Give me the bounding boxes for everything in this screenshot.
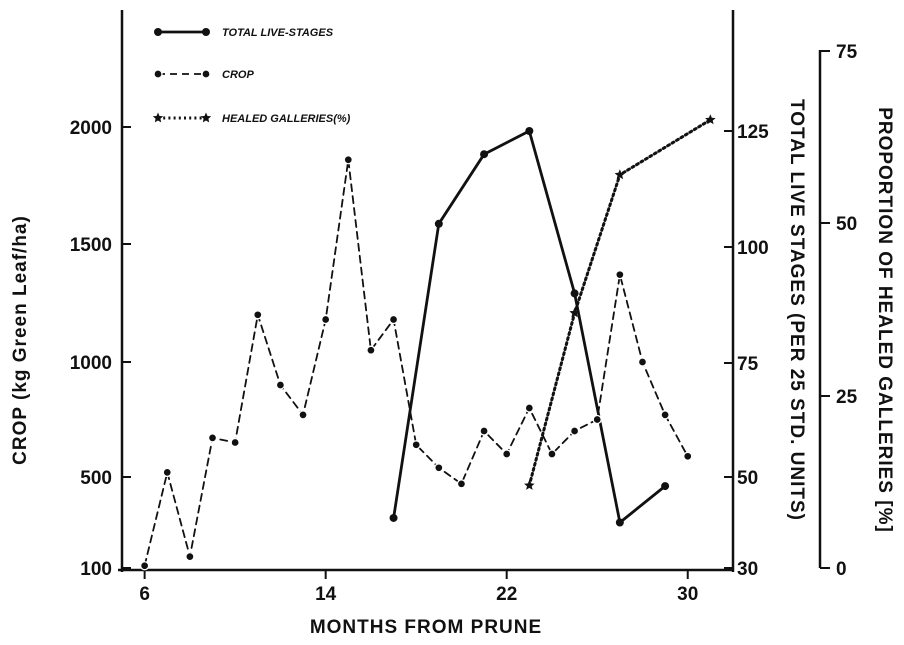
- data-point-live: [615, 518, 624, 527]
- data-point-crop: [524, 403, 534, 413]
- legend-swatch-marker: [200, 112, 212, 123]
- x-axis-title: MONTHS FROM PRUNE: [310, 617, 542, 638]
- data-point-crop: [298, 410, 308, 420]
- live-tick-label: 50: [737, 468, 758, 489]
- healed-tick-label: 0: [836, 559, 847, 580]
- live-tick-label: 30: [737, 559, 758, 580]
- data-point-crop: [207, 433, 218, 443]
- data-point-crop: [592, 414, 602, 425]
- series-line-healed: [527, 118, 712, 487]
- data-point-live: [525, 127, 534, 135]
- series-line-live: [392, 129, 667, 524]
- data-point-live: [661, 482, 670, 491]
- data-point-crop: [479, 426, 489, 436]
- crop-tick-label: 500: [80, 468, 112, 489]
- data-point-healed: [614, 169, 626, 180]
- data-point-crop: [683, 451, 693, 461]
- data-point-crop: [230, 437, 240, 448]
- data-point-healed: [524, 479, 535, 490]
- healed-tick-label: 25: [836, 387, 858, 408]
- crop-tick-label: 1500: [70, 235, 112, 256]
- data-point-crop: [162, 467, 172, 478]
- legend-swatch-marker: [154, 28, 162, 36]
- x-tick-label: 14: [315, 584, 337, 605]
- data-point-crop: [411, 440, 421, 450]
- series-layer: [139, 114, 716, 571]
- data-point-healed: [705, 114, 716, 125]
- data-point-crop: [388, 314, 399, 325]
- legend-label-crop: CROP: [222, 69, 254, 81]
- data-point-crop: [569, 426, 580, 436]
- live-tick-label: 75: [737, 354, 759, 375]
- legend-swatch-marker: [202, 28, 210, 36]
- ticks: 6 14 22 30 100 500 1000 1500 2000 30 50 75 100 125 0 25…: [70, 42, 858, 605]
- live-tick-label: 125: [737, 122, 769, 143]
- data-point-live: [570, 289, 579, 298]
- crop-tick-label: 2000: [70, 118, 112, 139]
- x-tick-label: 30: [677, 584, 698, 605]
- legend: TOTAL LIVE-STAGES CROP HEALED GALLERIES(…: [152, 27, 351, 125]
- legend-label-healed: HEALED GALLERIES(%): [222, 113, 351, 125]
- healed-tick-label: 50: [836, 214, 857, 235]
- x-tick-label: 22: [496, 584, 517, 605]
- legend-label-live: TOTAL LIVE-STAGES: [222, 27, 334, 39]
- legend-swatch-marker: [153, 69, 163, 79]
- live-tick-label: 100: [737, 238, 769, 259]
- data-point-crop: [185, 551, 195, 562]
- data-point-crop: [275, 380, 286, 390]
- series-crop: [139, 155, 693, 571]
- crop-tick-label: 100: [80, 559, 112, 580]
- data-point-crop: [547, 449, 557, 459]
- data-point-crop: [502, 449, 512, 459]
- data-point-live: [434, 219, 443, 228]
- data-point-crop: [366, 345, 376, 355]
- live-axis-title: TOTAL LIVE STAGES (PER 25 STD. UNITS): [786, 99, 807, 521]
- crop-tick-label: 1000: [70, 353, 112, 374]
- series-live: [389, 127, 670, 527]
- data-point-crop: [660, 410, 670, 420]
- legend-swatch-marker: [201, 69, 211, 79]
- data-point-crop: [456, 479, 467, 489]
- data-point-live: [480, 150, 489, 159]
- data-point-crop: [343, 155, 353, 165]
- crop-axis-title: CROP (kg Green Leaf/ha): [10, 215, 31, 465]
- data-point-live: [389, 513, 398, 522]
- data-point-crop: [321, 314, 331, 325]
- plot-frame: [118, 10, 822, 572]
- data-point-healed: [569, 307, 580, 318]
- data-point-crop: [637, 357, 648, 367]
- data-point-crop: [615, 270, 625, 280]
- x-tick-label: 6: [139, 584, 150, 605]
- healed-axis-title: PROPORTION OF HEALED GALLERIES [%]: [874, 107, 895, 533]
- data-point-crop: [253, 310, 263, 320]
- data-point-crop: [139, 561, 150, 571]
- legend-swatch-marker: [152, 112, 164, 123]
- series-healed: [524, 114, 716, 490]
- healed-tick-label: 75: [836, 42, 858, 63]
- data-point-crop: [434, 463, 444, 473]
